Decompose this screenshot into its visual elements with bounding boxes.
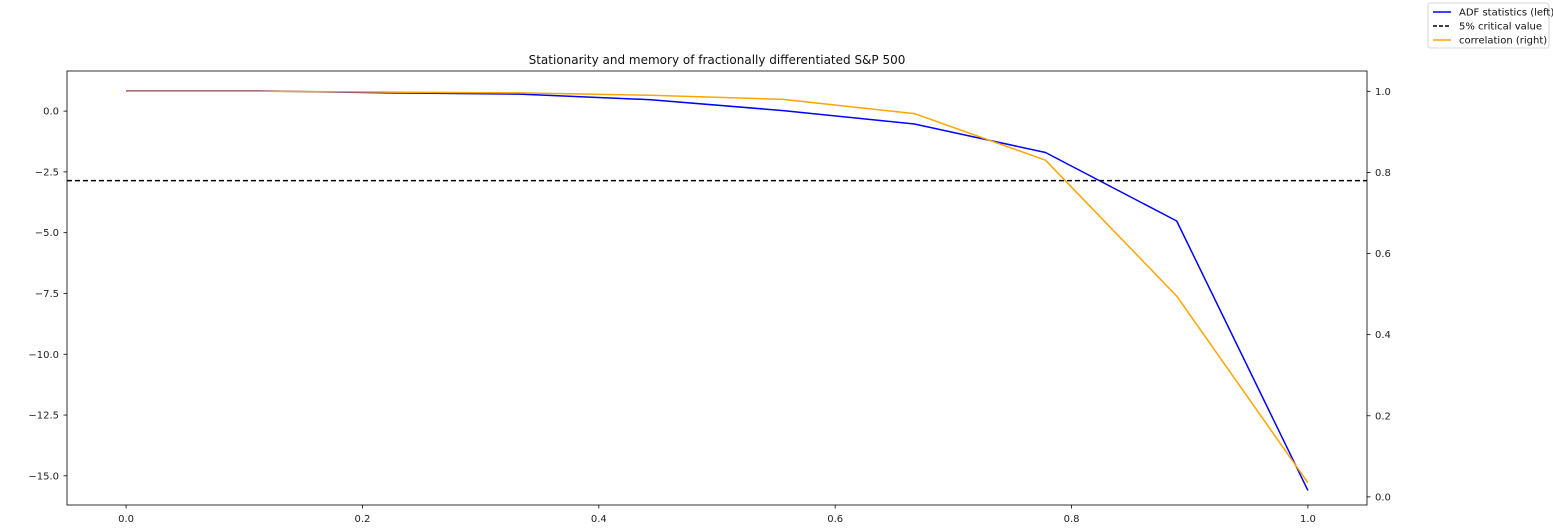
x-tick-label: 0.0 [118, 514, 134, 525]
legend: ADF statistics (left) 5% critical value co… [1427, 2, 1553, 49]
y-right-tick-label: 0.0 [1375, 492, 1391, 503]
y-left-tick-label: −5.0 [35, 228, 59, 239]
x-tick-label: 0.8 [1064, 514, 1080, 525]
y-right-tick-label: 0.6 [1375, 249, 1391, 260]
legend-label: ADF statistics (left) [1459, 8, 1553, 19]
x-tick-label: 0.2 [355, 514, 371, 525]
x-tick-label: 0.6 [827, 514, 843, 525]
correlation-line [126, 90, 1309, 484]
legend-label: 5% critical value [1459, 22, 1542, 33]
legend-box [1427, 2, 1550, 49]
y-left-tick-label: −15.0 [28, 471, 59, 482]
y-left-tick-label: −10.0 [28, 350, 59, 361]
axes-layer: 0.0 0.2 0.4 0.6 0.8 1.0 0.0 −2.5 −5.0 −7.5 −10.0 −1… [28, 70, 1391, 525]
adf-line [126, 90, 1309, 491]
plot-frame [66, 70, 1368, 506]
y-left-tick-label: −2.5 [35, 167, 59, 178]
series-layer [67, 90, 1367, 491]
y-left-tick-label: 0.0 [43, 107, 59, 118]
y-left-tick-label: −7.5 [35, 289, 59, 300]
y-left-tick-label: −12.5 [28, 411, 59, 422]
chart-title: Stationarity and memory of fractionally … [529, 53, 906, 67]
x-tick-label: 0.4 [591, 514, 607, 525]
y-right-tick-label: 0.4 [1375, 330, 1391, 341]
x-tick-label: 1.0 [1300, 514, 1316, 525]
y-right-tick-label: 1.0 [1375, 87, 1391, 98]
y-right-tick-label: 0.8 [1375, 168, 1391, 179]
legend-label: correlation (right) [1459, 36, 1547, 47]
y-right-tick-label: 0.2 [1375, 411, 1391, 422]
